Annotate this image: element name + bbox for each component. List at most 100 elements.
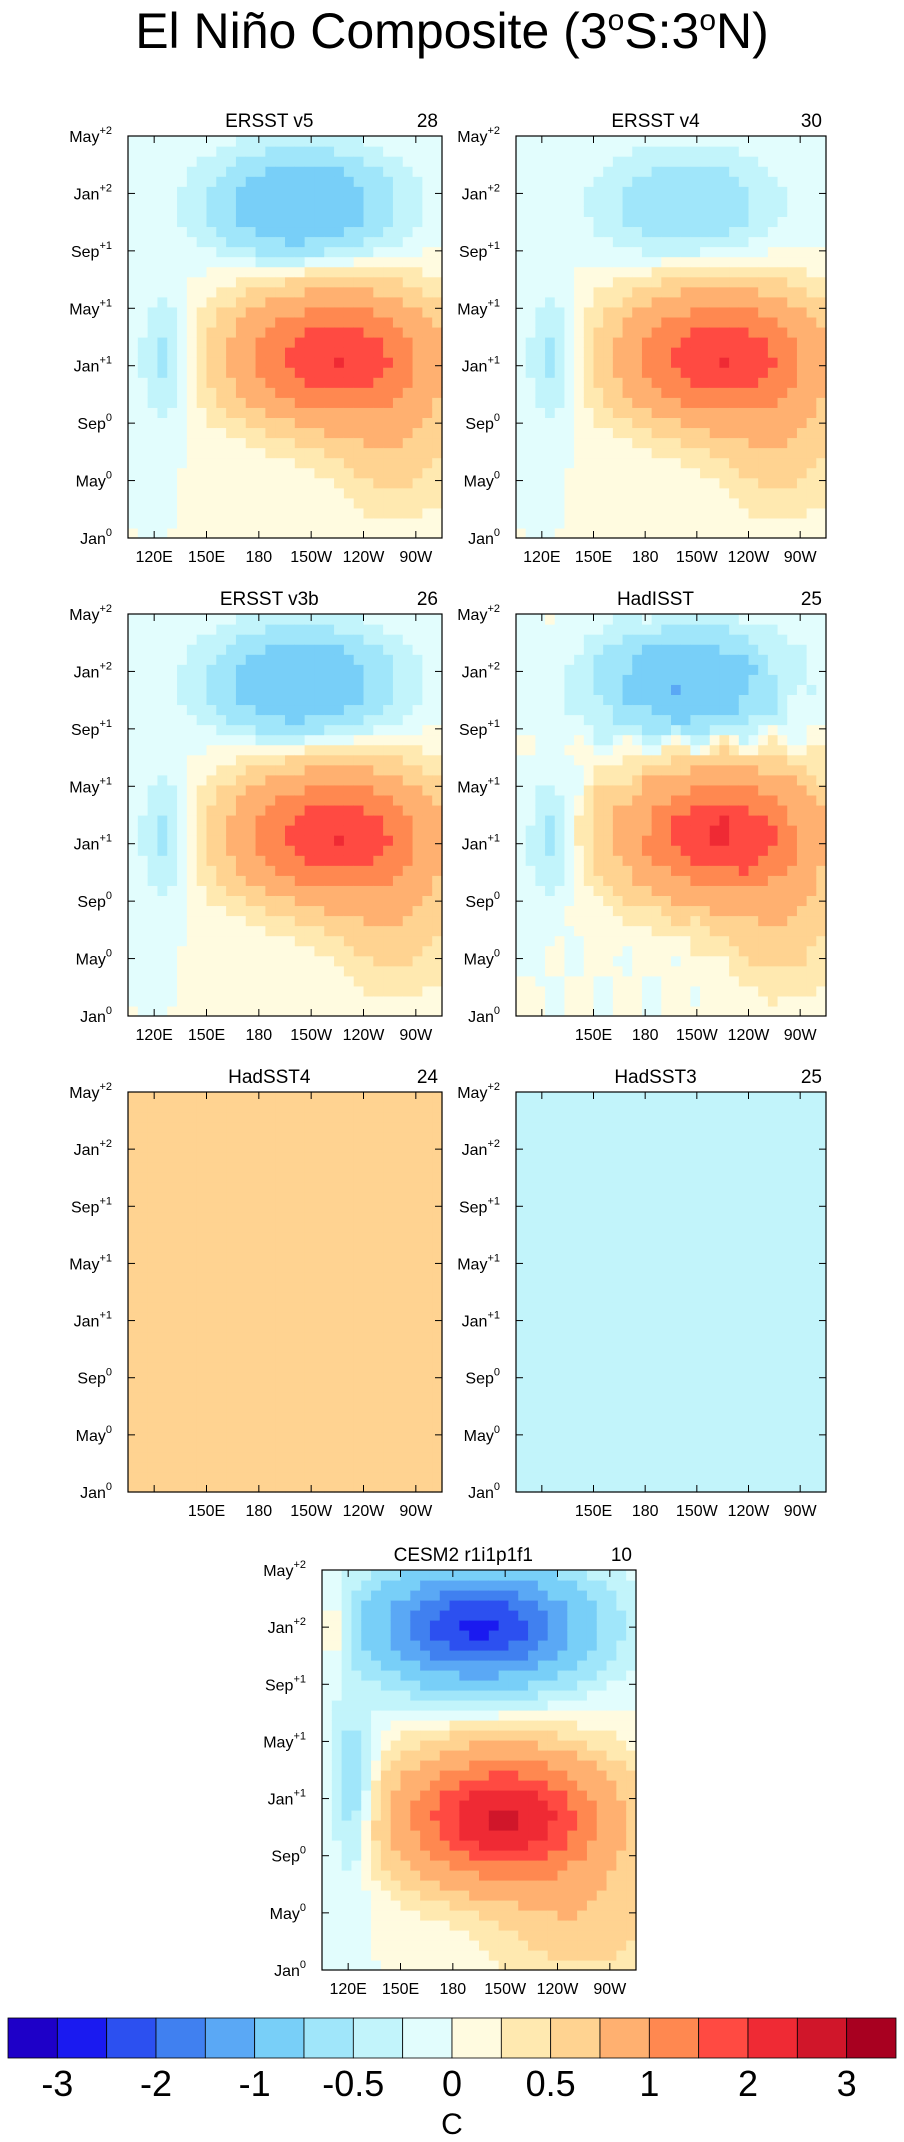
heat-cell — [748, 467, 759, 479]
heat-cell — [738, 487, 750, 499]
heat-cell — [245, 624, 257, 635]
heat-cell — [343, 654, 355, 665]
heat-cell — [285, 256, 296, 268]
heat-cell — [432, 517, 443, 529]
heat-cell — [324, 794, 335, 806]
heat-cell — [353, 955, 365, 967]
heat-cell — [137, 266, 149, 278]
heat-cell — [235, 654, 247, 665]
heat-cell — [275, 397, 286, 408]
heat-cell — [690, 905, 701, 917]
heat-cell — [612, 965, 624, 977]
heat-cell — [216, 965, 227, 977]
heat-cell — [787, 347, 798, 358]
heat-cell — [690, 995, 701, 1007]
heat-cell — [690, 764, 701, 776]
heat-cell — [738, 614, 750, 625]
heat-cell — [516, 945, 527, 957]
heat-cell — [353, 246, 365, 258]
heat-cell — [641, 875, 653, 886]
heat-cell — [275, 326, 286, 338]
heat-cell — [275, 885, 286, 896]
heat-cell — [545, 527, 556, 539]
heat-cell — [334, 316, 345, 328]
heat-cell — [564, 624, 575, 635]
heat-cell — [729, 216, 740, 228]
heat-cell — [402, 815, 414, 826]
heat-cell — [545, 634, 556, 645]
heat-cell — [545, 624, 556, 635]
heat-cell — [186, 246, 198, 258]
heat-cell — [545, 684, 556, 695]
heat-cell — [422, 437, 433, 449]
heat-cell — [603, 166, 614, 177]
heat-cell — [787, 136, 798, 147]
heat-cell — [641, 216, 653, 228]
heat-cell — [412, 664, 423, 675]
heat-cell — [612, 855, 624, 866]
heat-cell — [700, 815, 711, 826]
heat-cell — [265, 915, 276, 927]
heat-cell — [343, 216, 355, 228]
heat-cell — [255, 447, 266, 459]
heat-cell — [680, 955, 691, 967]
heat-cell — [709, 815, 721, 826]
heat-cell — [216, 905, 227, 917]
heat-cell — [167, 156, 178, 167]
heat-cell — [603, 644, 614, 655]
heat-cell — [593, 467, 604, 479]
heat-cell — [545, 337, 556, 348]
heat-cell — [285, 634, 296, 645]
heat-cell — [147, 306, 159, 318]
heat-cell — [177, 487, 188, 499]
heat-cell — [758, 477, 769, 489]
heat-cell — [709, 507, 721, 519]
heat-cell — [422, 196, 433, 207]
heat-cell — [816, 357, 827, 368]
heat-cell — [651, 865, 662, 876]
heat-cell — [651, 754, 662, 766]
heat-cell — [661, 995, 672, 1007]
heat-cell — [729, 507, 740, 519]
heat-cell — [294, 357, 306, 368]
heat-cell — [255, 624, 266, 635]
heat-cell — [432, 624, 443, 635]
heat-cell — [334, 146, 345, 157]
heat-cell — [157, 865, 168, 876]
heat-cell — [574, 487, 585, 499]
heat-cell — [680, 216, 691, 228]
heat-cell — [235, 975, 247, 987]
heat-cell — [554, 614, 566, 625]
heat-cell — [574, 634, 585, 645]
heat-cell — [787, 186, 798, 197]
heat-cell — [226, 794, 237, 806]
heat-cell — [729, 387, 740, 398]
heat-cell — [651, 624, 662, 635]
heat-cell — [128, 855, 139, 866]
heat-cell — [719, 276, 730, 288]
heat-cell — [235, 507, 247, 519]
heat-cell — [729, 226, 740, 238]
heat-cell — [806, 156, 817, 167]
heat-cell — [748, 674, 759, 685]
heat-cell — [632, 206, 643, 217]
heat-cell — [186, 875, 198, 886]
heat-cell — [235, 296, 247, 308]
heat-cell — [216, 487, 227, 499]
heat-cell — [275, 216, 286, 228]
heat-cell — [402, 664, 414, 675]
heat-cell — [186, 316, 198, 328]
heat-cell — [816, 286, 827, 298]
heat-cell — [235, 774, 247, 786]
heat-cell — [255, 156, 266, 167]
heat-cell — [525, 256, 536, 268]
heat-cell — [216, 724, 227, 736]
heat-cell — [748, 196, 759, 207]
heat-cell — [412, 156, 423, 167]
heat-cell — [709, 407, 721, 418]
heat-cell — [265, 166, 276, 177]
heat-cell — [729, 965, 740, 977]
heat-cell — [147, 457, 159, 469]
heat-cell — [314, 236, 325, 248]
